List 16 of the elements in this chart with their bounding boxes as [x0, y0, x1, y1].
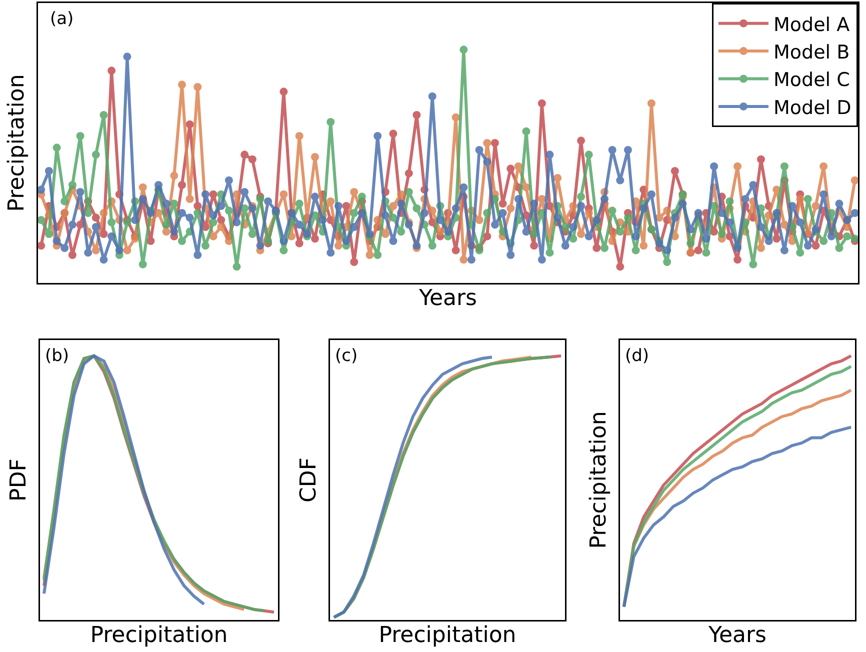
legend-label: Model C	[774, 69, 850, 92]
text: (a)	[50, 9, 74, 29]
y-axis-title: Precipitation	[586, 411, 612, 549]
y-axis-title: CDF	[296, 458, 322, 502]
x-axis-title: Years	[707, 623, 767, 648]
legend-label: Model D	[774, 96, 852, 119]
annotation: (b)	[45, 346, 70, 366]
x-axis-title: Precipitation	[378, 623, 516, 648]
annotation: (c)	[335, 346, 358, 366]
legend-label: Model B	[774, 41, 850, 64]
legend-label: Model A	[774, 14, 850, 36]
x-axis-title: Precipitation	[90, 623, 228, 648]
y-axis-title: PDF	[6, 458, 32, 502]
x-axis-title: Years	[418, 286, 478, 312]
annotation: (d)	[625, 346, 650, 366]
y-axis-title: Precipitation	[4, 74, 30, 212]
